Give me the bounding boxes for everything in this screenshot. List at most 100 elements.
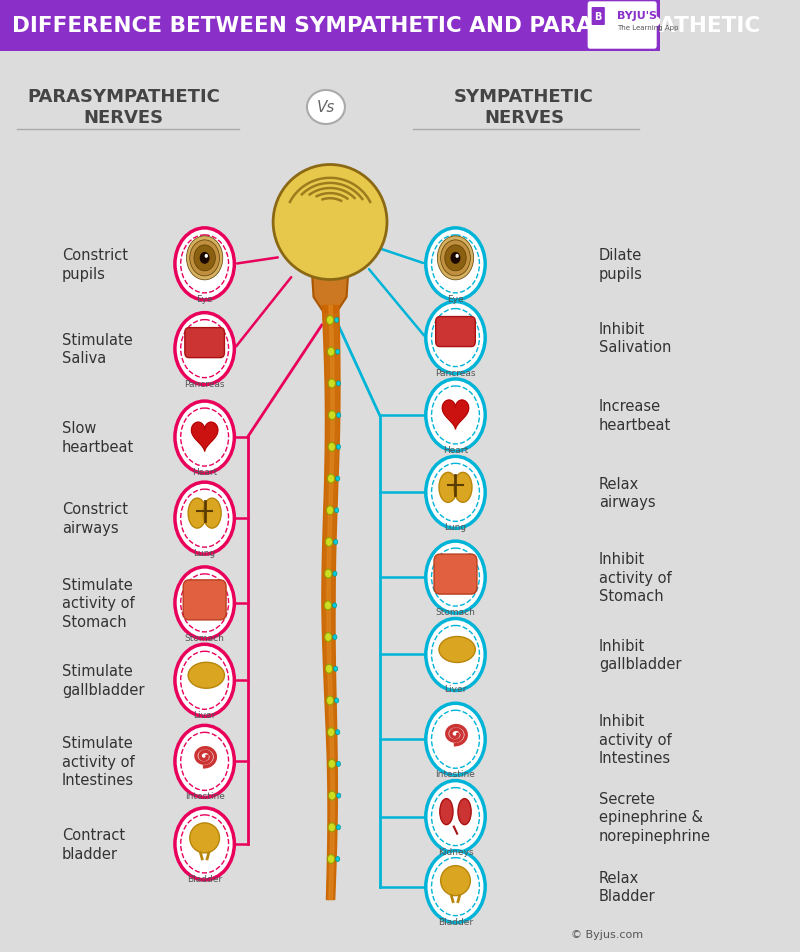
Text: Stimulate
activity of
Stomach: Stimulate activity of Stomach	[62, 577, 134, 629]
Circle shape	[336, 762, 341, 766]
Circle shape	[175, 483, 234, 555]
Text: Pancreas: Pancreas	[184, 379, 225, 388]
Ellipse shape	[458, 799, 471, 824]
Circle shape	[426, 851, 485, 922]
Text: Increase
heartbeat: Increase heartbeat	[599, 399, 671, 432]
Circle shape	[327, 347, 335, 357]
Circle shape	[175, 645, 234, 717]
Circle shape	[336, 477, 340, 482]
Text: Constrict
airways: Constrict airways	[62, 502, 128, 535]
Text: Heart: Heart	[192, 467, 218, 477]
Circle shape	[327, 855, 335, 863]
Circle shape	[426, 619, 485, 691]
Circle shape	[336, 825, 341, 830]
FancyBboxPatch shape	[185, 328, 225, 358]
Text: Lung: Lung	[445, 523, 466, 532]
Text: Intestine: Intestine	[435, 769, 475, 779]
Circle shape	[337, 413, 341, 418]
Circle shape	[326, 538, 333, 546]
Circle shape	[336, 445, 341, 450]
Circle shape	[175, 228, 234, 301]
Text: Inhibit
activity of
Stomach: Inhibit activity of Stomach	[599, 551, 672, 604]
Circle shape	[426, 228, 485, 301]
Circle shape	[327, 728, 335, 737]
Text: Constrict
pupils: Constrict pupils	[62, 248, 128, 282]
Ellipse shape	[441, 865, 470, 896]
Text: Heart: Heart	[443, 446, 468, 454]
Circle shape	[194, 246, 215, 271]
Circle shape	[334, 698, 338, 704]
Circle shape	[333, 604, 337, 608]
Circle shape	[175, 313, 234, 386]
Circle shape	[445, 246, 466, 271]
Circle shape	[426, 542, 485, 613]
Polygon shape	[312, 272, 348, 312]
Text: Liver: Liver	[444, 684, 466, 694]
Text: SYMPATHETIC
NERVES: SYMPATHETIC NERVES	[454, 88, 594, 127]
Circle shape	[175, 402, 234, 473]
Text: Eye: Eye	[196, 294, 213, 304]
Circle shape	[329, 791, 336, 801]
Ellipse shape	[439, 473, 457, 503]
Ellipse shape	[440, 799, 453, 824]
Circle shape	[334, 318, 338, 323]
Circle shape	[329, 411, 336, 420]
Circle shape	[455, 254, 458, 259]
Circle shape	[327, 474, 335, 484]
Ellipse shape	[203, 499, 221, 528]
Text: Relax
airways: Relax airways	[599, 476, 656, 509]
Text: Kidneys: Kidneys	[438, 846, 474, 856]
Text: Stomach: Stomach	[185, 633, 225, 643]
Circle shape	[334, 508, 338, 513]
Text: Inhibit
gallbladder: Inhibit gallbladder	[599, 638, 682, 671]
Circle shape	[426, 380, 485, 451]
Polygon shape	[442, 401, 469, 429]
Polygon shape	[191, 423, 218, 451]
Text: Stimulate
activity of
Intestines: Stimulate activity of Intestines	[62, 736, 134, 787]
Circle shape	[337, 793, 341, 798]
FancyBboxPatch shape	[183, 581, 226, 621]
Ellipse shape	[454, 473, 472, 503]
Circle shape	[426, 704, 485, 776]
FancyBboxPatch shape	[588, 3, 656, 49]
Ellipse shape	[273, 166, 387, 280]
Circle shape	[200, 252, 210, 265]
Text: BYJU'S: BYJU'S	[618, 11, 658, 21]
Circle shape	[333, 571, 337, 577]
Circle shape	[326, 316, 334, 326]
Circle shape	[326, 506, 334, 515]
FancyBboxPatch shape	[592, 8, 605, 26]
Circle shape	[328, 823, 335, 832]
Text: DIFFERENCE BETWEEN SYMPATHETIC AND PARASYMPATHETIC: DIFFERENCE BETWEEN SYMPATHETIC AND PARAS…	[12, 16, 761, 36]
Ellipse shape	[307, 90, 345, 125]
Circle shape	[334, 666, 338, 671]
Text: The Learning App: The Learning App	[618, 25, 678, 31]
Text: Pancreas: Pancreas	[435, 368, 476, 377]
Ellipse shape	[190, 823, 219, 853]
Circle shape	[328, 380, 335, 388]
Circle shape	[450, 252, 461, 265]
Circle shape	[426, 302, 485, 374]
Circle shape	[328, 760, 335, 768]
Text: Slow
heartbeat: Slow heartbeat	[62, 421, 134, 454]
Circle shape	[334, 540, 338, 545]
Text: Bladder: Bladder	[187, 874, 222, 883]
Text: Liver: Liver	[194, 710, 216, 720]
Circle shape	[336, 730, 340, 735]
Circle shape	[175, 567, 234, 639]
Circle shape	[326, 696, 334, 705]
Text: Intestine: Intestine	[185, 791, 225, 801]
Text: Eye: Eye	[447, 294, 464, 304]
Circle shape	[426, 781, 485, 853]
Text: Stomach: Stomach	[435, 607, 475, 617]
Text: Secrete
epinephrine &
norepinephrine: Secrete epinephrine & norepinephrine	[599, 791, 711, 843]
Circle shape	[325, 569, 332, 579]
Circle shape	[326, 664, 333, 674]
Circle shape	[336, 349, 340, 355]
Circle shape	[175, 808, 234, 880]
Ellipse shape	[188, 499, 206, 528]
Circle shape	[336, 382, 341, 387]
Text: PARASYMPATHETIC
NERVES: PARASYMPATHETIC NERVES	[27, 88, 220, 127]
FancyBboxPatch shape	[434, 554, 477, 594]
FancyBboxPatch shape	[436, 317, 475, 347]
